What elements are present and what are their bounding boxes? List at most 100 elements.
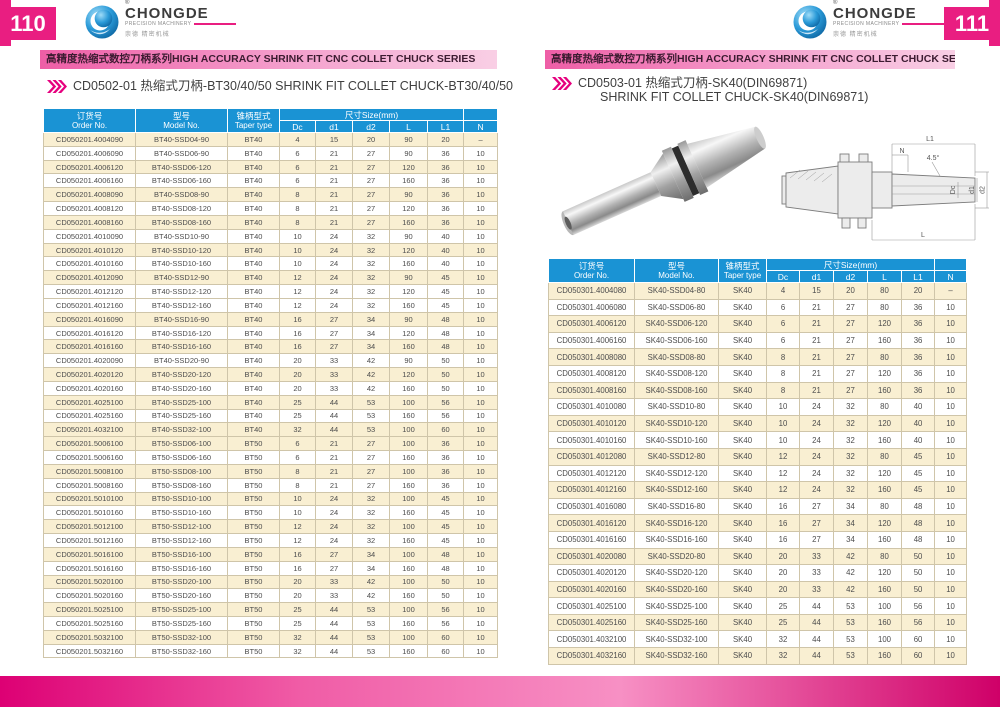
- table-cell: 36: [426, 173, 465, 189]
- table-cell: 90: [389, 228, 428, 244]
- table-cell: 20: [279, 367, 316, 382]
- spec-table: 订货号 Order No. 型号 Model No. 锥柄型式 Taper type 尺寸S…: [43, 108, 499, 659]
- table-cell: CD050301.4012080: [548, 447, 635, 466]
- table-cell: 80: [867, 547, 902, 566]
- table-cell: SK40-SSD12-160: [634, 481, 719, 499]
- table-cell: BT50: [227, 560, 280, 576]
- table-cell: 44: [315, 615, 353, 631]
- table-cell: 42: [352, 574, 390, 590]
- table-cell: 90: [389, 353, 428, 369]
- table-cell: 21: [799, 364, 834, 383]
- table-cell: SK40: [718, 431, 767, 449]
- table-cell: 10: [463, 339, 499, 355]
- table-cell: 10: [934, 481, 968, 499]
- table-row: CD050201.5012100 BT50-SSD12-100 BT50 12 24 32…: [43, 519, 499, 535]
- table-cell: 25: [279, 615, 316, 631]
- table-cell: 27: [352, 436, 390, 452]
- table-cell: CD050201.4020120: [43, 367, 136, 382]
- table-cell: SK40-SSD32-160: [634, 647, 719, 665]
- table-cell: CD050201.5008160: [43, 477, 136, 493]
- table-cell: CD050201.4008160: [43, 214, 136, 230]
- page-number-left: 110: [0, 7, 56, 40]
- table-cell: 160: [389, 615, 428, 631]
- table-cell: 100: [389, 394, 428, 410]
- table-row: CD050201.5020100 BT50-SSD20-100 BT50 20 33 42…: [43, 574, 499, 590]
- table-cell: 53: [352, 615, 390, 631]
- bt-collet-chuck-table: 订货号 Order No. 型号 Model No. 锥柄型式 Taper type 尺寸S…: [43, 108, 499, 659]
- table-cell: 27: [352, 477, 390, 493]
- table-row: CD050201.4008120 BT40-SSD08-120 BT40 8 21 27 1…: [43, 201, 499, 216]
- table-cell: SK40-SSD12-120: [634, 464, 719, 483]
- table-cell: CD050201.4016160: [43, 339, 136, 355]
- table-cell: 27: [352, 450, 390, 465]
- table-cell: 44: [315, 408, 353, 424]
- table-cell: 27: [833, 298, 868, 317]
- table-row: CD050301.4008120 SK40-SSD08-120 SK40 8 21 27 1…: [548, 364, 968, 383]
- table-cell: 160: [867, 331, 902, 350]
- table-row: CD050301.4004080 SK40-SSD04-80 SK40 4 15 20 80…: [548, 282, 968, 300]
- table-cell: 10: [934, 398, 968, 416]
- table-cell: CD050201.4008120: [43, 201, 136, 216]
- table-cell: BT50-SSD08-100: [135, 463, 228, 479]
- table-cell: CD050201.5012100: [43, 519, 136, 535]
- table-cell: SK40: [718, 331, 767, 350]
- table-cell: 27: [315, 325, 353, 341]
- table-row: CD050301.4006120 SK40-SSD06-120 SK40 6 21 27 1…: [548, 315, 968, 333]
- table-row: CD050201.5032160 BT50-SSD32-160 BT50 32 44 53…: [43, 643, 499, 659]
- table-cell: BT40: [227, 201, 280, 216]
- table-row: CD050301.4020120 SK40-SSD20-120 SK40 20 33 42…: [548, 564, 968, 582]
- table-cell: 48: [426, 546, 465, 562]
- table-cell: 24: [315, 242, 353, 258]
- table-cell: 10: [463, 436, 499, 452]
- table-row: CD050201.5012160 BT50-SSD12-160 BT50 12 24 32…: [43, 533, 499, 548]
- table-cell: 120: [867, 364, 902, 383]
- table-cell: 10: [463, 145, 499, 161]
- table-cell: 21: [315, 201, 353, 216]
- table-cell: 10: [934, 514, 968, 532]
- column-header: d2: [352, 120, 390, 133]
- table-cell: 120: [389, 284, 428, 299]
- table-cell: 100: [389, 422, 428, 438]
- table-cell: 24: [315, 284, 353, 299]
- table-cell: BT40-SSD16-160: [135, 339, 228, 355]
- table-cell: SK40-SSD04-80: [634, 282, 719, 300]
- table-cell: 56: [426, 602, 465, 617]
- table-cell: SK40: [718, 580, 767, 599]
- table-cell: 12: [279, 519, 316, 535]
- table-cell: BT50: [227, 450, 280, 465]
- table-cell: 12: [279, 533, 316, 548]
- table-cell: 10: [463, 422, 499, 438]
- table-cell: CD050201.4025160: [43, 408, 136, 424]
- table-cell: 10: [463, 159, 499, 175]
- table-cell: 10: [463, 284, 499, 299]
- table-cell: 24: [799, 431, 834, 449]
- table-cell: BT50: [227, 436, 280, 452]
- table-row: CD050201.5006100 BT50-SSD06-100 BT50 6 21 27 1…: [43, 436, 499, 452]
- table-cell: BT40: [227, 242, 280, 258]
- table-row: CD050301.4032100 SK40-SSD32-100 SK40 32 44 53…: [548, 630, 968, 649]
- table-cell: 6: [279, 436, 316, 452]
- registered-mark: ®: [125, 0, 130, 6]
- table-cell: 21: [799, 331, 834, 350]
- table-cell: 120: [389, 367, 428, 382]
- table-row: CD050201.4012090 BT40-SSD12-90 BT40 12 24 32 9…: [43, 270, 499, 286]
- table-cell: 42: [352, 588, 390, 604]
- table-cell: 160: [867, 481, 902, 499]
- table-cell: CD050201.5010100: [43, 491, 136, 507]
- table-cell: 8: [279, 187, 316, 203]
- table-cell: 50: [426, 574, 465, 590]
- table-cell: CD050201.4008090: [43, 187, 136, 203]
- table-cell: 100: [389, 629, 428, 645]
- table-cell: 10: [279, 228, 316, 244]
- table-cell: 20: [279, 380, 316, 396]
- table-row: CD050201.4020120 BT40-SSD20-120 BT40 20 33 42…: [43, 367, 499, 382]
- table-cell: 50: [900, 564, 936, 582]
- table-cell: BT50-SSD12-160: [135, 533, 228, 548]
- table-cell: 100: [389, 574, 428, 590]
- title-text-line1: CD0503-01 热缩式刀柄-SK40(DIN69871): [578, 76, 808, 90]
- table-cell: 10: [766, 414, 800, 433]
- table-cell: BT40-SSD08-160: [135, 214, 228, 230]
- table-cell: 34: [352, 560, 390, 576]
- column-header: L: [867, 270, 902, 283]
- table-cell: SK40-SSD32-100: [634, 630, 719, 649]
